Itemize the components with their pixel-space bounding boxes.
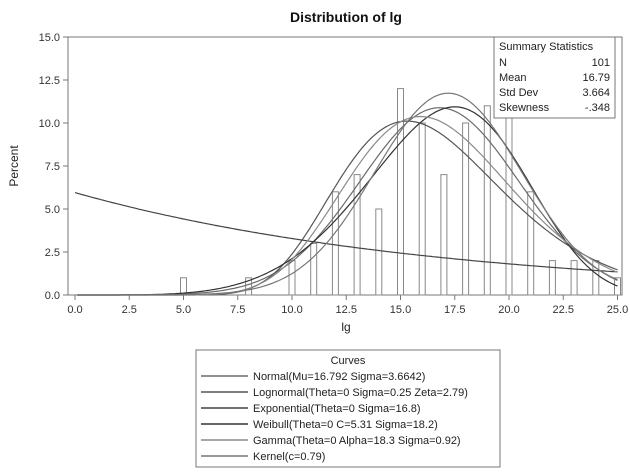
legend-entry: Normal(Mu=16.792 Sigma=3.6642)	[253, 371, 425, 383]
x-tick-label: 12.5	[336, 304, 357, 316]
y-tick-label: 7.5	[45, 161, 60, 173]
histogram-bar	[288, 260, 296, 296]
curve-weibull	[77, 106, 618, 296]
curve-normal	[77, 107, 618, 296]
x-tick-label: 0.0	[67, 304, 82, 316]
histogram-bar	[505, 105, 513, 296]
histogram-bar	[310, 242, 318, 296]
x-tick-label: 20.0	[498, 304, 519, 316]
legend: Curves Normal(Mu=16.792 Sigma=3.6642) Log…	[195, 349, 501, 468]
x-tick-label: 25.0	[607, 304, 628, 316]
stat-label-std-dev: Std Dev	[499, 87, 539, 99]
y-axis-label: Percent	[7, 145, 21, 187]
y-axis: 0.0 2.5 5.0 7.5 10.0 12.5 15.0	[39, 32, 68, 302]
stat-label-skewness: Skewness	[499, 102, 550, 114]
y-tick-label: 2.5	[45, 247, 60, 259]
y-tick-label: 12.5	[39, 75, 60, 87]
histogram-bar	[548, 260, 556, 296]
stat-value-mean: 16.79	[582, 72, 610, 84]
density-curves	[74, 92, 618, 296]
histogram-bar	[331, 191, 339, 296]
x-tick-label: 2.5	[122, 304, 137, 316]
histogram-bar	[483, 105, 491, 296]
x-tick-label: 22.5	[553, 304, 574, 316]
legend-entry: Weibull(Theta=0 C=5.31 Sigma=18.2)	[253, 419, 438, 431]
x-tick-label: 15.0	[390, 304, 411, 316]
y-tick-label: 15.0	[39, 32, 60, 44]
y-tick-label: 5.0	[45, 204, 60, 216]
y-tick-label: 10.0	[39, 118, 60, 130]
histogram-bar	[418, 122, 426, 296]
chart-title: Distribution of lg	[290, 9, 402, 25]
histogram-bar	[614, 277, 621, 296]
histogram-bar	[462, 122, 470, 296]
legend-entry: Lognormal(Theta=0 Sigma=0.25 Zeta=2.79)	[253, 387, 468, 399]
curve-kernel	[77, 92, 618, 296]
histogram-bar	[570, 260, 578, 296]
histogram-bar	[440, 174, 448, 296]
x-tick-label: 10.0	[281, 304, 302, 316]
legend-entry: Kernel(c=0.79)	[253, 451, 325, 463]
x-tick-label: 7.5	[230, 304, 245, 316]
y-tick-label: 0.0	[45, 290, 60, 302]
legend-entry: Exponential(Theta=0 Sigma=16.8)	[253, 403, 421, 415]
legend-title: Curves	[331, 355, 366, 367]
legend-entry: Gamma(Theta=0 Alpha=18.3 Sigma=0.92)	[253, 435, 461, 447]
x-tick-label: 5.0	[176, 304, 191, 316]
summary-statistics-title: Summary Statistics	[499, 41, 594, 53]
x-axis-label: lg	[341, 320, 350, 334]
histogram-bar	[353, 174, 361, 296]
x-axis: 0.0 2.5 5.0 7.5 10.0 12.5 15.0 17.5 20.0 22.5 25.0	[67, 295, 628, 316]
histogram-bar	[375, 208, 383, 296]
histogram-bars	[180, 88, 621, 296]
stat-value-n: 101	[592, 57, 610, 69]
histogram-bar	[527, 191, 535, 296]
stat-label-n: N	[499, 57, 507, 69]
histogram-bar	[397, 88, 404, 296]
summary-statistics-box: Summary Statistics N 101 Mean 16.79 Std …	[493, 36, 616, 119]
curve-exponential	[74, 192, 618, 273]
histogram-bar	[245, 277, 253, 296]
stat-value-skewness: -.348	[585, 102, 610, 114]
stat-value-std-dev: 3.664	[582, 87, 610, 99]
curve-lognormal	[77, 120, 618, 296]
stat-label-mean: Mean	[499, 72, 527, 84]
x-tick-label: 17.5	[444, 304, 465, 316]
